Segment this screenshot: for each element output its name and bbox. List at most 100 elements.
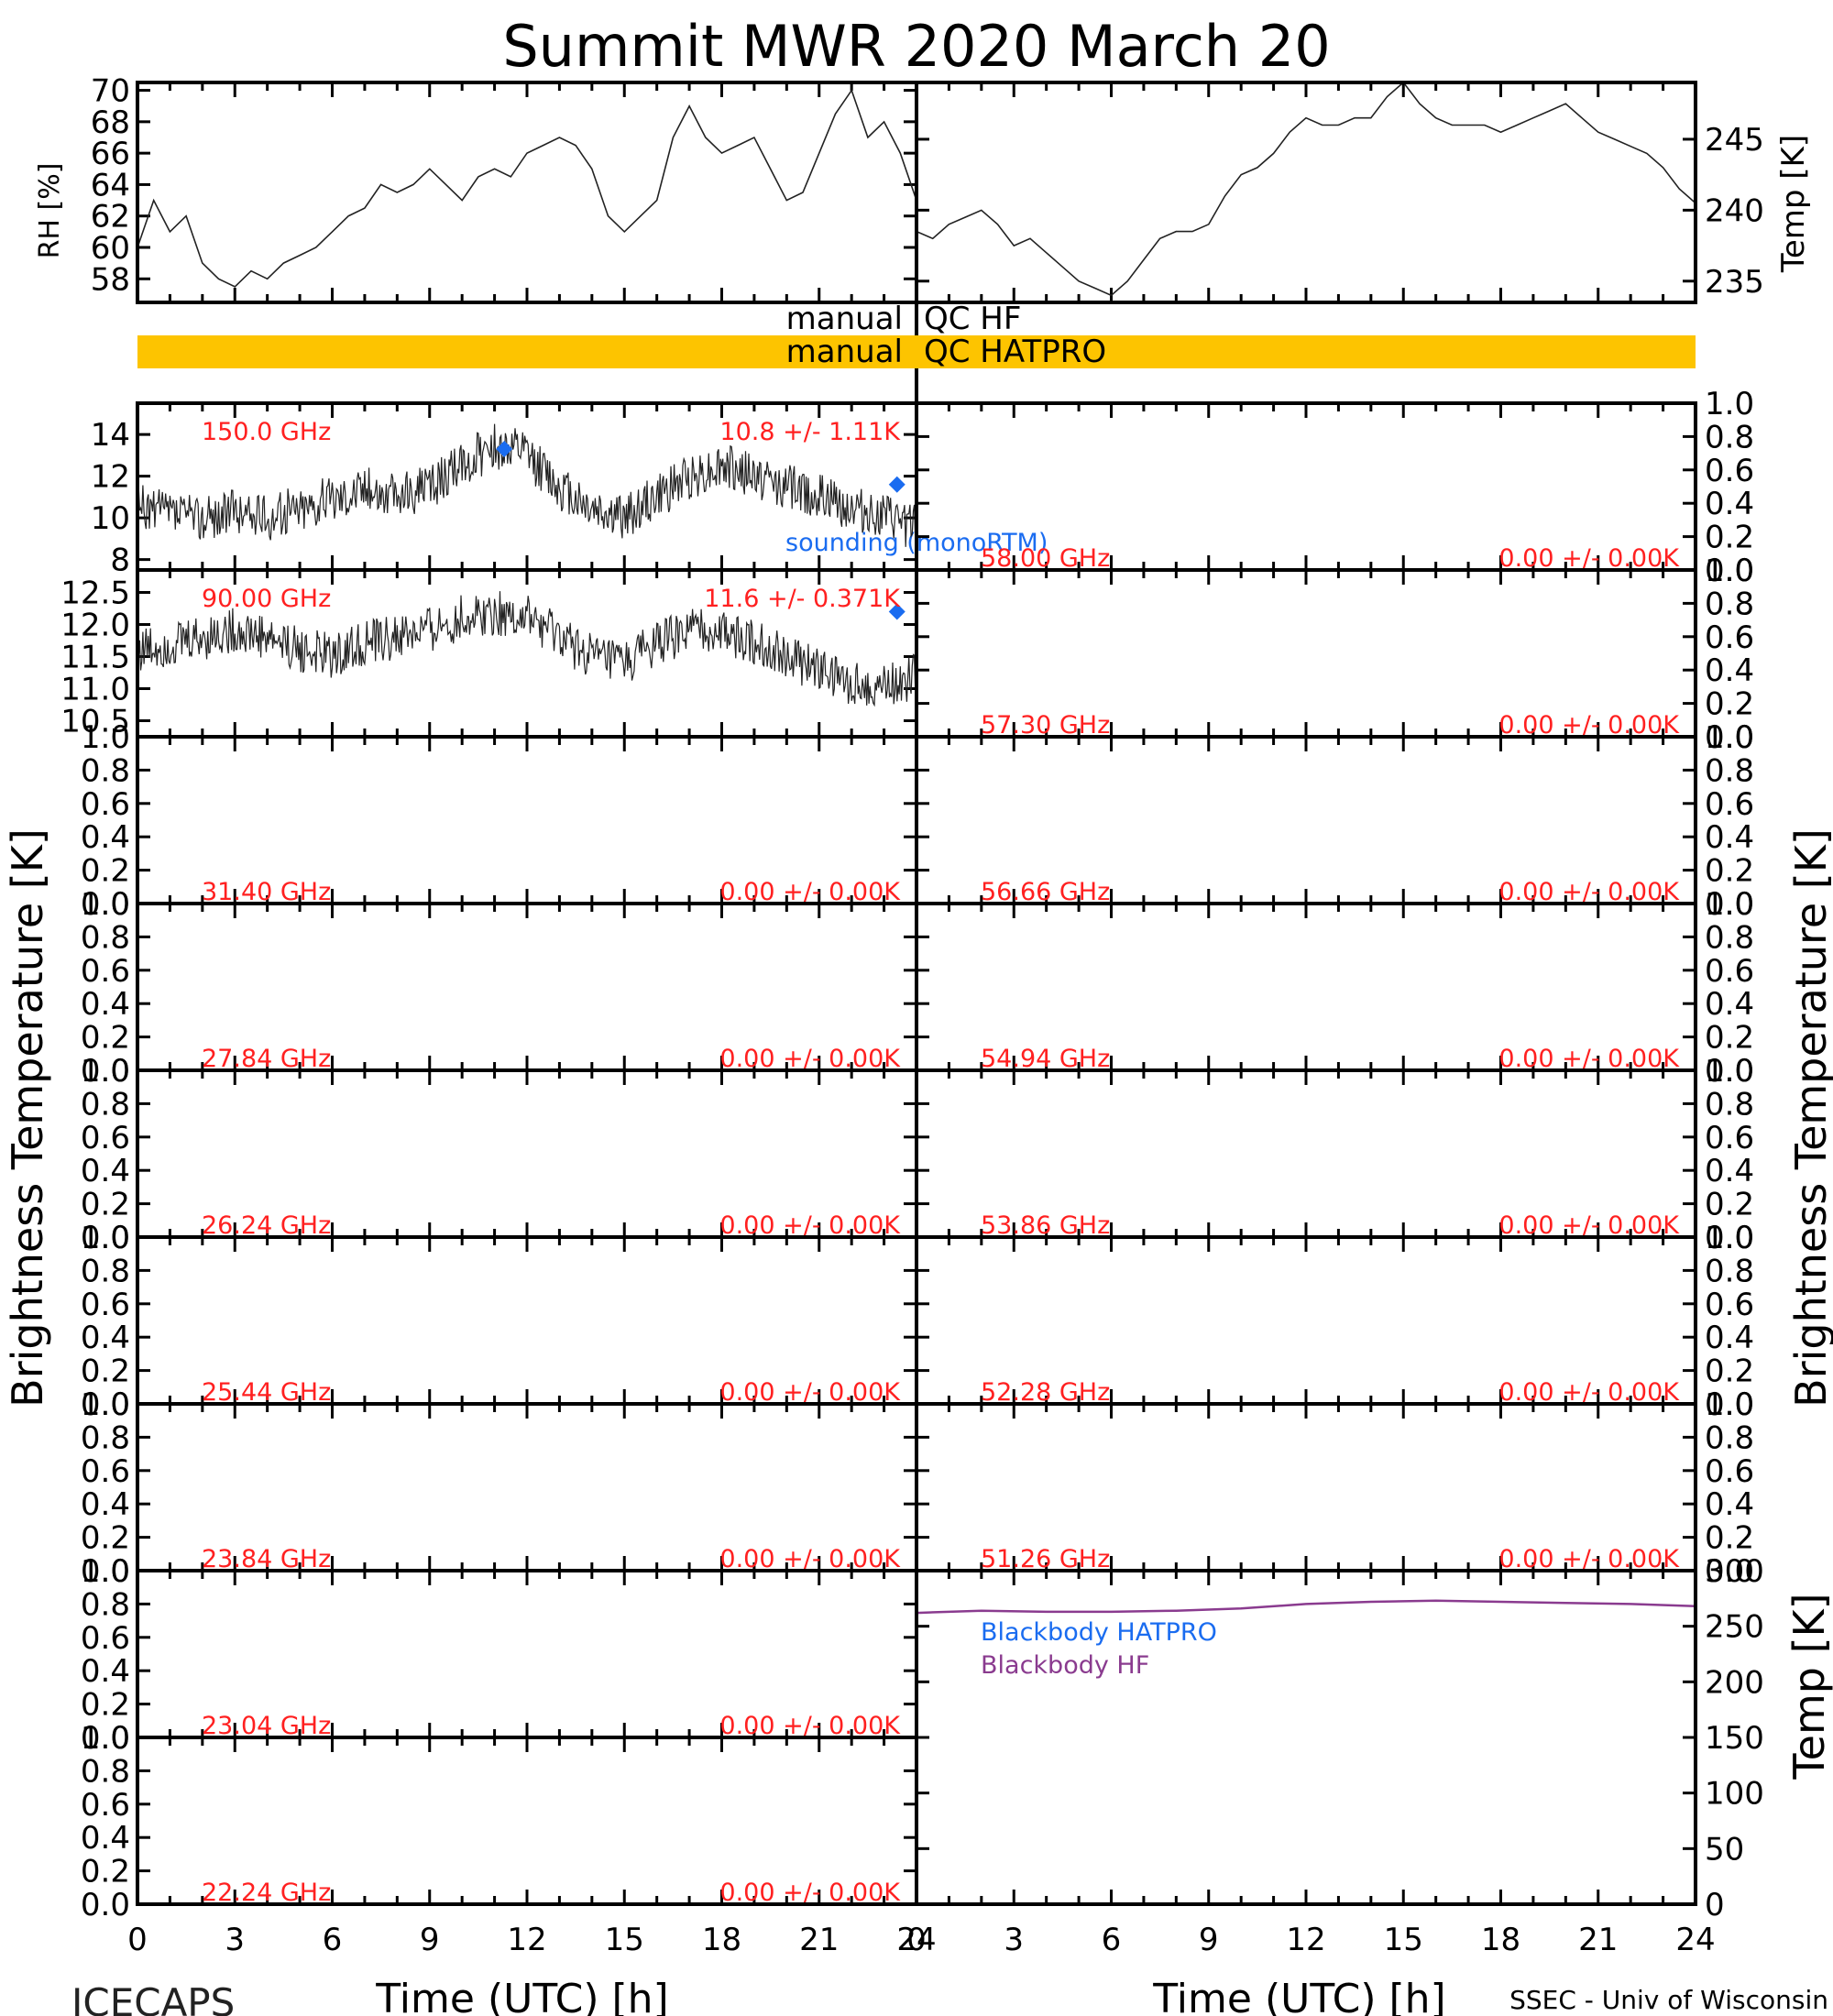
channel-label: 26.24 GHz [202, 1211, 331, 1240]
channel-stat: 0.00 +/- 0.00K [719, 1545, 901, 1573]
x-tick-label-right: 9 [1199, 1922, 1219, 1958]
y-tick-label: 0.8 [1705, 1086, 1754, 1123]
channel-stat: 0.00 +/- 0.00K [1498, 878, 1680, 906]
panel-22-24-ghz: 0.00.20.40.60.81.022.24 GHz 0.00 +/- 0.00… [81, 1720, 918, 1923]
panel-56-66-ghz: 0.00.20.40.60.81.056.66 GHz 0.00 +/- 0.00… [915, 719, 1754, 923]
y-tick-label: 1.0 [1705, 386, 1754, 422]
y-tick-label: 0.2 [1705, 520, 1754, 556]
channel-stat: 0.00 +/- 0.00K [1498, 544, 1680, 573]
y-tick-label: 0.0 [81, 1386, 130, 1423]
x-tick-label-left: 18 [702, 1922, 741, 1958]
y-tick-label: 0.0 [1705, 719, 1754, 756]
xlabel-left: Time (UTC) [h] [375, 1976, 668, 2016]
y-tick-label: 0.8 [81, 919, 130, 956]
y-tick-label: 0.0 [81, 886, 130, 923]
x-tick-label-right: 24 [1675, 1922, 1715, 1958]
y-tick-label: 0.2 [81, 1520, 130, 1557]
y-tick-label: 0.4 [81, 1486, 130, 1523]
y-tick-label: 0.0 [1705, 1220, 1754, 1256]
y-tick-label: 240 [1705, 192, 1764, 229]
y-tick-label: 0.8 [81, 752, 130, 789]
qc-hf-label-left: manual [786, 301, 903, 337]
panel-27-84-ghz: 0.00.20.40.60.81.027.84 GHz 0.00 +/- 0.00… [81, 886, 918, 1090]
y-tick-label: 0.0 [1705, 1553, 1754, 1590]
y-tick-label: 0.4 [81, 1820, 130, 1857]
y-tick-label: 1.0 [81, 886, 130, 923]
y-tick-label: 0.8 [81, 1753, 130, 1790]
panel-31-40-ghz: 0.00.20.40.60.8 1.0 31.40 GHz 0.00 +/- 0.00… [81, 719, 918, 923]
y-tick-label: 0.6 [1705, 1453, 1754, 1490]
x-tick-label-right: 18 [1481, 1922, 1520, 1958]
panel-58-00-ghz: 0.00.20.40.60.81.058.00 GHz 0.00 +/- 0.00… [915, 386, 1754, 589]
channel-label: 22.24 GHz [202, 1879, 331, 1907]
y-tick-label: 0.6 [1705, 786, 1754, 823]
y-tick-label: 0.4 [81, 1153, 130, 1189]
y-tick-label: 0.0 [81, 1053, 130, 1090]
y-tick-label: 1.0 [1705, 886, 1754, 923]
tb-right-axis-label: Brightness Temperature [K] [1786, 828, 1833, 1408]
y-tick-label: 0.4 [1705, 486, 1754, 522]
tb-left-axis-label: Brightness Temperature [K] [3, 828, 52, 1408]
y-tick-label: 0.0 [81, 1553, 130, 1590]
panel-frame [136, 81, 918, 304]
y-tick-label: 0.8 [1705, 1253, 1754, 1289]
y-tick-label: 60 [91, 230, 130, 267]
rh-axis-label: RH [%] [34, 163, 66, 259]
y-tick-label: 0.4 [1705, 1486, 1754, 1523]
y-tick-label: 0.2 [1705, 853, 1754, 890]
channel-label: 27.84 GHz [202, 1045, 331, 1073]
temp-top-axis-label: Temp [K] [1775, 135, 1812, 273]
x-tick-label-left: 12 [507, 1922, 546, 1958]
series-line [137, 88, 917, 288]
y-tick-label: 0.2 [81, 1187, 130, 1223]
panel-frame [915, 81, 1697, 304]
y-tick-label: 1.0 [81, 1386, 130, 1423]
y-tick-label: 1.0 [81, 1220, 130, 1256]
y-tick-label: 0.2 [1705, 1353, 1754, 1390]
panel-52-28-ghz: 0.00.20.40.60.81.052.28 GHz 0.00 +/- 0.00… [915, 1220, 1754, 1423]
channel-stat: 10.8 +/- 1.11K [719, 418, 901, 446]
y-tick-label: 200 [1705, 1664, 1764, 1701]
y-tick-label: 0.4 [81, 819, 130, 856]
y-tick-label: 150 [1705, 1720, 1764, 1757]
channel-stat: 0.00 +/- 0.00K [719, 878, 901, 906]
y-tick-label: 10.5 [60, 704, 130, 740]
x-tick-label-left: 3 [225, 1922, 245, 1958]
series-blackbody-hf [916, 1599, 1696, 1615]
channel-stat: 0.00 +/- 0.00K [1498, 1378, 1680, 1407]
y-tick-label: 0.2 [81, 853, 130, 890]
y-tick-label: 1.0 [81, 1553, 130, 1590]
y-tick-label: 0.4 [1705, 986, 1754, 1023]
x-tick-label-left: 6 [323, 1922, 343, 1958]
y-tick-label: 0.4 [81, 1320, 130, 1356]
y-tick-label: 0.6 [81, 1120, 130, 1156]
y-tick-label: 0.6 [81, 1287, 130, 1323]
x-tick-label-right: 21 [1578, 1922, 1618, 1958]
y-tick-label: 0.0 [1705, 1386, 1754, 1423]
y-tick-label: 64 [91, 167, 130, 203]
y-tick-label: 1.0 [1705, 1386, 1754, 1423]
channel-label: 31.40 GHz [202, 878, 331, 906]
x-tick-label-left: 9 [420, 1922, 440, 1958]
y-tick-label: 66 [91, 136, 130, 172]
y-tick-label: 1.0 [81, 1053, 130, 1090]
y-tick-label: 0.6 [81, 786, 130, 823]
y-tick-label: 0.2 [81, 1687, 130, 1724]
y-tick-label: 50 [1705, 1831, 1744, 1868]
channel-stat: 0.00 +/- 0.00K [719, 1045, 901, 1073]
series-line [137, 591, 916, 707]
y-tick-label: 8 [110, 542, 130, 579]
channel-stat: 0.00 +/- 0.00K [719, 1378, 901, 1407]
y-tick-label: 11.5 [60, 640, 130, 676]
channel-label: 90.00 GHz [202, 585, 331, 613]
x-tick-label-right: 12 [1286, 1922, 1325, 1958]
channel-label: 56.66 GHz [981, 878, 1110, 906]
channel-stat: 11.6 +/- 0.371K [704, 585, 901, 613]
channel-label: 23.84 GHz [202, 1545, 331, 1573]
y-tick-label: 12.5 [60, 575, 130, 612]
y-tick-label: 0.2 [1705, 1187, 1754, 1223]
footer-right: SSEC - Univ of Wisconsin [1509, 1985, 1828, 2015]
y-tick-label: 14 [91, 417, 130, 454]
